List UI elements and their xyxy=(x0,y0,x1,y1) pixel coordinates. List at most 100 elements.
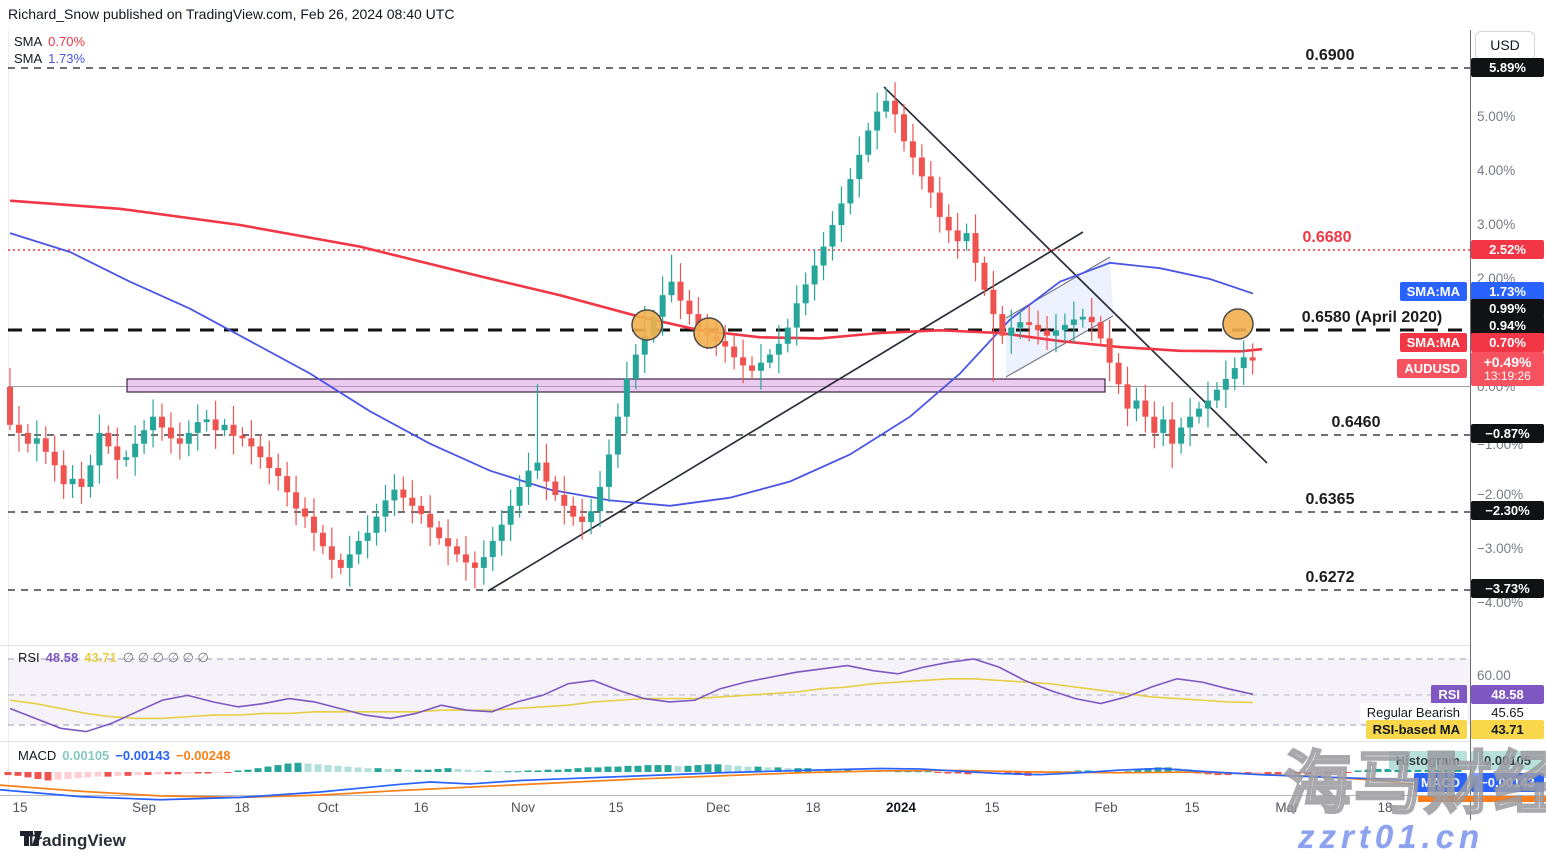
macd-histogram-bar xyxy=(194,772,202,774)
candle-body xyxy=(677,281,684,301)
candle-body xyxy=(909,141,916,158)
time-axis-label[interactable]: 18 xyxy=(805,800,821,815)
macd-histogram-bar xyxy=(144,772,152,776)
time-axis-label[interactable]: 15 xyxy=(608,800,624,815)
sma-legend-2[interactable]: SMA 1.73% xyxy=(14,51,91,66)
macd-histogram-bar xyxy=(1404,768,1412,772)
macd-histogram-bar xyxy=(214,772,222,773)
candle-body xyxy=(462,554,469,563)
macd-histogram-bar xyxy=(1394,768,1402,772)
macd-histogram-bar xyxy=(184,772,192,774)
candle-body xyxy=(400,489,407,498)
macd-histogram-bar xyxy=(914,771,922,773)
candle-body xyxy=(158,416,165,428)
macd-histogram-bar xyxy=(154,772,162,775)
macd-histogram-bar xyxy=(564,768,572,772)
time-axis-label[interactable]: Oct xyxy=(317,800,339,815)
macd-histogram-bar xyxy=(1134,769,1142,772)
channel-upper-line xyxy=(1005,256,1111,319)
macd-histogram-bar xyxy=(1264,772,1272,775)
candle-body xyxy=(230,424,237,436)
macd-histogram-bar xyxy=(24,772,32,778)
candle-body xyxy=(570,505,577,517)
sma-legend-1[interactable]: SMA 0.70% xyxy=(14,34,91,49)
rsi-ma-line xyxy=(9,677,1254,720)
candle-body xyxy=(78,478,85,487)
macd-histogram-bar xyxy=(164,772,172,775)
tradingview-logo[interactable]: TradingView xyxy=(20,831,126,851)
price-level-label: 0.6580 (April 2020) xyxy=(1302,309,1443,326)
macd-histogram-bar xyxy=(624,765,632,772)
time-axis-label[interactable]: 15 xyxy=(12,800,28,815)
candle-body xyxy=(1008,327,1015,336)
macd-histogram-bar xyxy=(774,767,782,772)
candle-body xyxy=(319,532,326,547)
candle-body xyxy=(945,216,952,231)
candle-body xyxy=(597,486,604,512)
time-axis-label[interactable]: 18 xyxy=(234,800,250,815)
macd-histogram-bar xyxy=(884,771,892,773)
candle-body xyxy=(328,546,335,560)
macd-histogram-bar xyxy=(744,766,752,772)
candle-body xyxy=(757,362,764,371)
axis-source-chip: RSI-based MA xyxy=(1365,720,1467,739)
candle-body xyxy=(623,378,630,417)
candle-body xyxy=(963,233,970,242)
candle-body xyxy=(927,176,934,193)
candle-body xyxy=(1026,322,1033,325)
macd-histogram-bar xyxy=(244,769,252,772)
macd-histogram-bar xyxy=(734,765,742,772)
axis-value-badge: 43.71 xyxy=(1471,720,1544,739)
currency-toggle-button[interactable]: USD xyxy=(1475,31,1535,60)
time-axis-label[interactable]: Nov xyxy=(510,800,536,815)
candle-body xyxy=(516,486,523,506)
candle-body xyxy=(579,516,586,522)
candle-body xyxy=(525,470,532,487)
candle-body xyxy=(221,424,228,431)
candle-body xyxy=(936,192,943,217)
candle-body xyxy=(1044,330,1051,336)
axis-tick: −3.00% xyxy=(1477,541,1524,556)
candle-body xyxy=(185,432,192,444)
candle-body xyxy=(15,424,22,433)
macd-histogram-bar xyxy=(994,772,1002,773)
axis-tick: −2.00% xyxy=(1477,487,1524,502)
time-axis-label[interactable]: Dec xyxy=(705,800,731,815)
macd-histogram-bar xyxy=(434,768,442,772)
macd-histogram-bar xyxy=(1324,772,1332,774)
macd-histogram-bar xyxy=(64,772,72,779)
time-axis-label[interactable]: 2024 xyxy=(885,800,917,815)
macd-legend[interactable]: MACD 0.00105 −0.00143 −0.00248 xyxy=(18,748,236,763)
macd-histogram-bar xyxy=(324,765,332,772)
time-axis-label[interactable]: Feb xyxy=(1094,800,1118,815)
candle-body xyxy=(749,365,756,371)
macd-histogram-bar xyxy=(664,765,672,772)
candle-body xyxy=(892,100,899,115)
time-axis-label[interactable]: Mar xyxy=(1275,800,1299,815)
time-axis-label[interactable]: 15 xyxy=(984,800,1000,815)
macd-histogram-bar xyxy=(1304,772,1312,775)
time-axis-label[interactable]: 18 xyxy=(1377,800,1393,815)
candle-body xyxy=(668,281,675,296)
candle-body xyxy=(150,416,157,431)
candle-body xyxy=(248,438,255,447)
time-axis-label[interactable]: 15 xyxy=(1184,800,1200,815)
macd-histogram-bar xyxy=(634,765,642,772)
macd-histogram-bar xyxy=(304,763,312,772)
rsi-legend[interactable]: RSI 48.58 43.71 ∅ ∅ ∅ ∅ ∅ ∅ xyxy=(18,650,215,666)
candle-body xyxy=(1052,330,1059,336)
time-axis-label[interactable]: Sep xyxy=(131,800,157,815)
macd-histogram-bar xyxy=(464,769,472,772)
time-axis-label[interactable]: 16 xyxy=(413,800,429,815)
candle-body xyxy=(373,516,380,533)
candle-body xyxy=(1187,416,1194,428)
macd-histogram-bar xyxy=(964,772,972,775)
candle-body xyxy=(614,416,621,455)
candle-body xyxy=(1204,400,1211,409)
candle-body xyxy=(1097,322,1104,339)
signal-badge-strip xyxy=(1418,796,1546,802)
candle-body xyxy=(257,446,264,458)
axis-value-badge: −0.87% xyxy=(1471,424,1544,443)
macd-histogram-bar xyxy=(364,768,372,772)
